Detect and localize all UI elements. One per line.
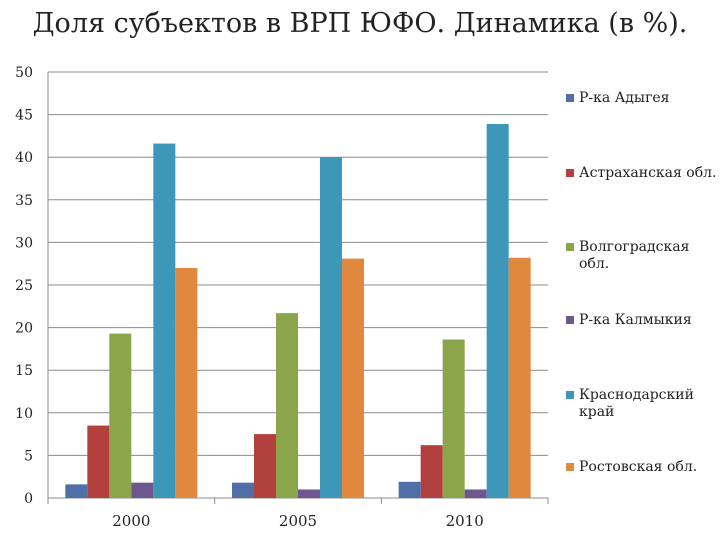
legend-swatch (566, 169, 574, 177)
legend-label: Р-ка Калмыкия (579, 312, 692, 328)
x-tick-label: 2010 (446, 512, 484, 530)
x-tick-label: 2000 (112, 512, 150, 530)
bar (153, 143, 176, 498)
legend-swatch (566, 391, 574, 399)
y-tick-label: 50 (15, 65, 33, 81)
bar (109, 333, 132, 498)
bar (87, 425, 110, 498)
bar (131, 482, 154, 498)
legend-swatch (566, 243, 574, 251)
y-tick-label: 25 (15, 278, 33, 294)
y-tick-label: 10 (15, 406, 33, 422)
legend-swatch (566, 94, 574, 102)
legend-swatch (566, 316, 574, 324)
bar (254, 434, 276, 498)
bar (486, 123, 509, 499)
bar (398, 481, 421, 498)
bar (232, 482, 254, 498)
y-tick-label: 15 (15, 363, 33, 379)
y-tick-label: 0 (24, 491, 33, 507)
legend-label: Р-ка Адыгея (579, 90, 670, 106)
bar (342, 258, 364, 498)
legend-label: Краснодарский край (579, 387, 694, 420)
bar (175, 267, 198, 498)
bar (65, 484, 88, 498)
bar (464, 489, 487, 498)
legend-label: Волгоградская обл. (579, 239, 690, 272)
chart-title: Доля субъектов в ВРП ЮФО. Динамика (в %)… (32, 8, 688, 39)
bar (298, 489, 320, 498)
x-tick-label: 2005 (279, 512, 317, 530)
legend-swatch (566, 463, 574, 471)
y-tick-label: 35 (15, 193, 33, 209)
bar (508, 257, 531, 498)
bar (442, 339, 465, 498)
y-tick-label: 45 (15, 108, 33, 124)
y-tick-label: 5 (24, 448, 33, 464)
y-tick-label: 20 (15, 321, 33, 337)
y-tick-label: 30 (15, 235, 33, 251)
bar (420, 445, 443, 498)
legend-label: Астраханская обл. (579, 165, 717, 181)
bar (320, 157, 342, 498)
bar (276, 313, 298, 498)
y-tick-label: 40 (15, 150, 33, 166)
legend-label: Ростовская обл. (579, 459, 698, 475)
